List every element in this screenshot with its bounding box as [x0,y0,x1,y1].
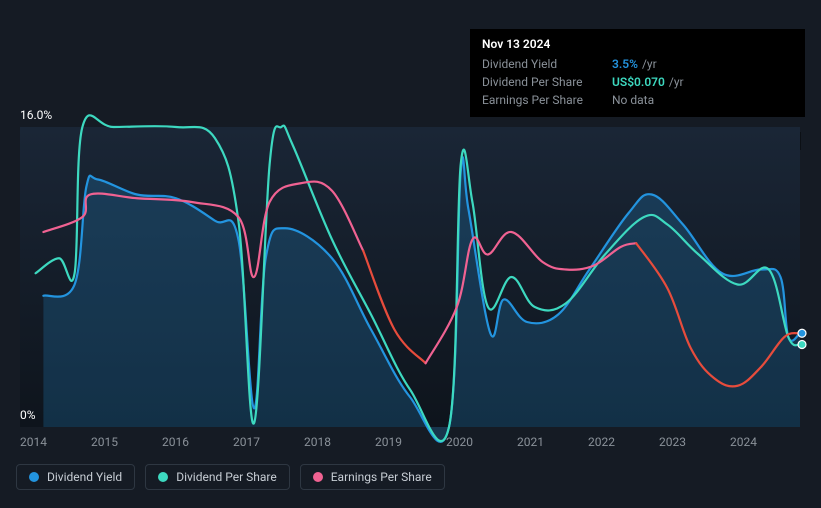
tooltip-date: Nov 13 2024 [482,37,793,55]
x-axis-tick: 2018 [304,435,375,449]
x-axis-tick: 2019 [375,435,446,449]
chart-plot-area[interactable] [0,105,821,460]
x-axis-tick: 2022 [588,435,659,449]
x-axis-tick: 2023 [659,435,730,449]
legend-label: Dividend Per Share [176,470,277,484]
x-axis-tick: 2020 [446,435,517,449]
tooltip-panel: Nov 13 2024 Dividend Yield3.5%/yrDividen… [470,29,805,117]
x-axis-tick: 2016 [162,435,233,449]
x-axis-tick: 2017 [233,435,304,449]
chart-svg [0,105,821,460]
legend-dot [29,472,39,482]
legend-dot [158,472,168,482]
x-axis: 2014201520162017201820192020202120222023… [20,435,801,449]
tooltip-row: Dividend Yield3.5%/yr [482,55,793,73]
legend-item[interactable]: Dividend Yield [16,464,135,490]
y-axis-bottom-label: 0% [20,408,36,422]
legend-dot [313,472,323,482]
x-axis-tick: 2015 [91,435,162,449]
x-axis-tick: 2021 [517,435,588,449]
tooltip-row-label: Dividend Yield [482,57,612,71]
legend-label: Earnings Per Share [331,470,432,484]
legend-item[interactable]: Dividend Per Share [145,464,290,490]
tooltip-row-value: US$0.070/yr [612,75,684,89]
tooltip-row: Dividend Per ShareUS$0.070/yr [482,73,793,91]
tooltip-row-value: 3.5%/yr [612,57,657,71]
x-axis-tick: 2024 [730,435,801,449]
legend-label: Dividend Yield [47,470,122,484]
tooltip-row-label: Dividend Per Share [482,75,612,89]
legend: Dividend Yield Dividend Per Share Earnings… [16,464,445,490]
legend-item[interactable]: Earnings Per Share [300,464,445,490]
x-axis-tick: 2014 [20,435,91,449]
